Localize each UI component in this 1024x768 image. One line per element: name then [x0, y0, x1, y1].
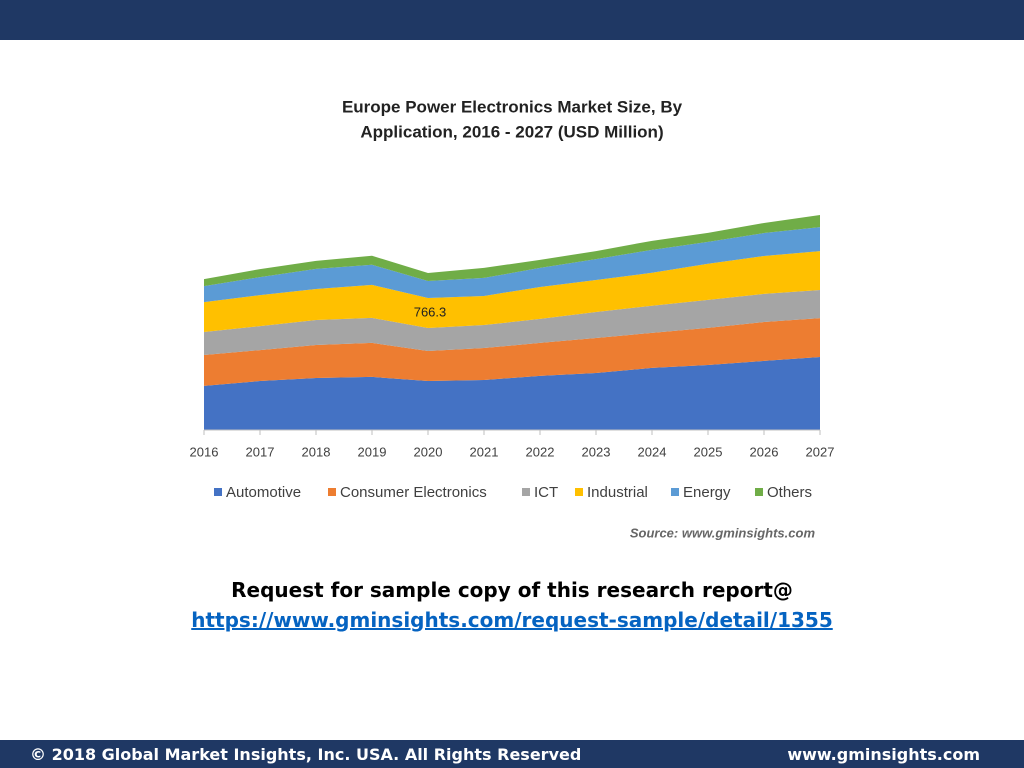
footer-url: www.gminsights.com — [787, 745, 980, 764]
source: Source: www.gminsights.com — [630, 525, 816, 540]
chart: Europe Power Electronics Market Size, By… — [190, 97, 835, 540]
legend-label: Others — [767, 484, 812, 501]
legend-swatch — [575, 488, 583, 496]
x-tick-label: 2019 — [358, 444, 387, 459]
x-tick-label: 2021 — [470, 444, 499, 459]
legend-swatch — [328, 488, 336, 496]
legend-swatch — [214, 488, 222, 496]
x-tick-label: 2027 — [806, 444, 835, 459]
chart-title: Application, 2016 - 2027 (USD Million) — [360, 122, 663, 141]
legend-label: Industrial — [587, 484, 648, 501]
area — [204, 227, 820, 303]
x-tick-label: 2020 — [414, 444, 443, 459]
area — [204, 215, 820, 287]
request-link[interactable]: https://www.gminsights.com/request-sampl… — [191, 608, 833, 632]
x-tick-label: 2016 — [190, 444, 219, 459]
legend-label: ICT — [534, 484, 558, 501]
legend-label: Consumer Electronics — [340, 484, 487, 501]
x-tick-label: 2026 — [750, 444, 779, 459]
legend-swatch — [755, 488, 763, 496]
area — [204, 251, 820, 333]
legend-label: Automotive — [226, 484, 301, 501]
request-block: Request for sample copy of this research… — [0, 578, 1024, 632]
annotation: 766.3 — [414, 304, 447, 319]
x-tick-label: 2018 — [302, 444, 331, 459]
x-tick-label: 2024 — [638, 444, 667, 459]
request-text: Request for sample copy of this research… — [231, 578, 793, 602]
footer-copyright: © 2018 Global Market Insights, Inc. USA.… — [30, 745, 582, 764]
x-tick-label: 2023 — [582, 444, 611, 459]
x-tick-label: 2025 — [694, 444, 723, 459]
area — [204, 318, 820, 386]
area — [204, 357, 820, 430]
legend-swatch — [671, 488, 679, 496]
footer-bar: © 2018 Global Market Insights, Inc. USA.… — [0, 740, 1024, 768]
header-bar — [0, 0, 1024, 40]
legend-label: Energy — [683, 484, 731, 501]
area — [204, 290, 820, 355]
x-tick-label: 2017 — [246, 444, 275, 459]
legend-swatch — [522, 488, 530, 496]
x-tick-label: 2022 — [526, 444, 555, 459]
chart-title: Europe Power Electronics Market Size, By — [342, 97, 683, 116]
